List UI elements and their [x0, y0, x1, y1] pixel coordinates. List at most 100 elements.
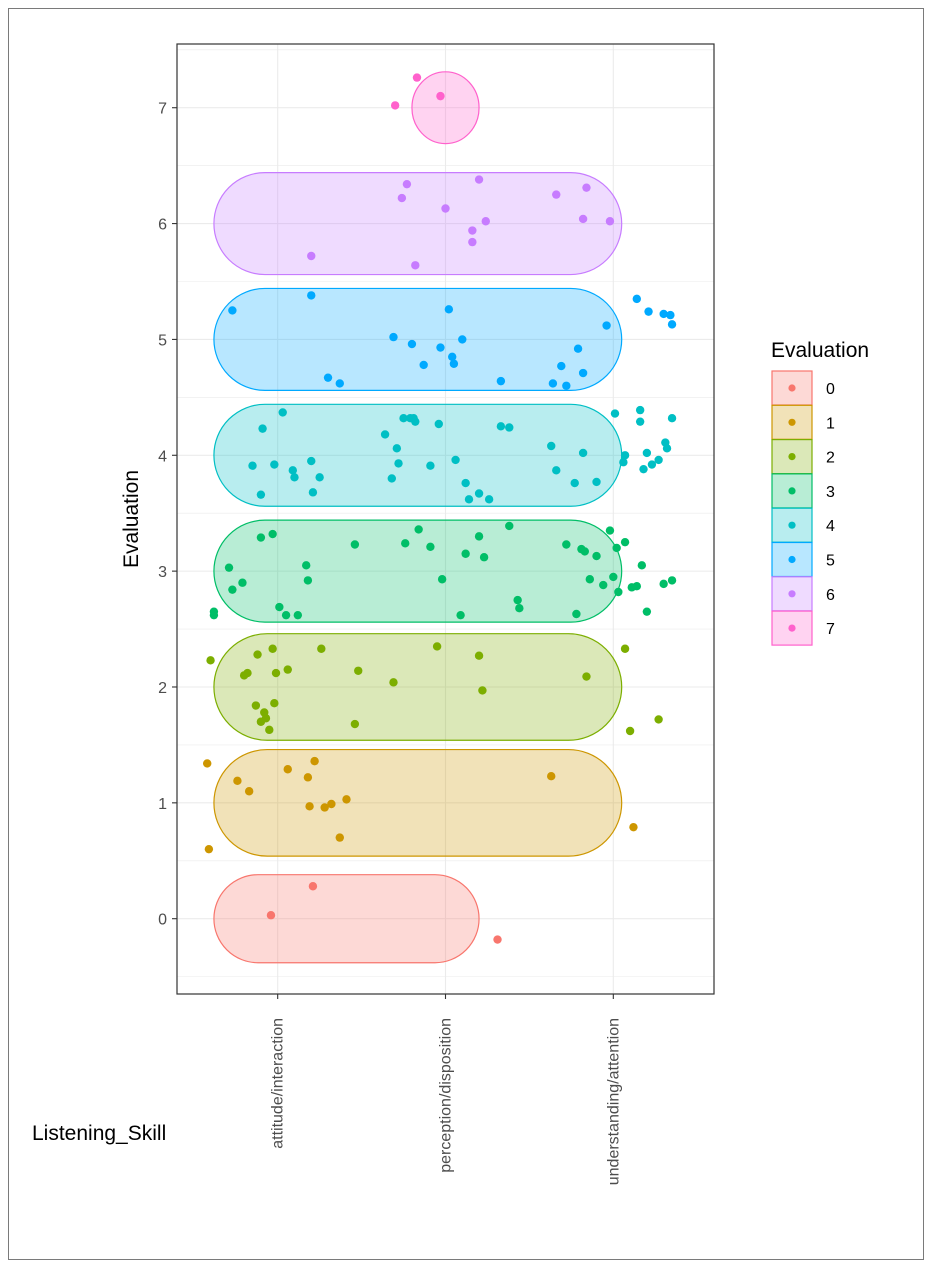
point-group-1 — [327, 799, 336, 809]
point-group-2 — [317, 644, 326, 653]
point-group-3 — [620, 537, 630, 547]
y-tick-label: 5 — [158, 332, 167, 349]
point-group-4 — [426, 461, 435, 470]
point-group-5 — [449, 359, 459, 368]
point-group-3 — [562, 540, 571, 549]
point-group-4 — [592, 477, 601, 487]
point-group-3 — [275, 602, 284, 612]
legend-key-point-2 — [788, 453, 796, 461]
point-group-4 — [464, 495, 474, 504]
legend-label-4: 4 — [826, 518, 835, 535]
point-group-3 — [592, 551, 601, 561]
point-group-5 — [458, 335, 467, 344]
point-group-3 — [474, 532, 484, 541]
ellipse-group-0 — [213, 874, 480, 964]
y-tick-label: 3 — [158, 564, 167, 581]
point-group-5 — [496, 376, 506, 386]
point-group-4 — [610, 409, 620, 418]
point-group-3 — [224, 563, 234, 572]
legend: 0 1 2 3 4 5 6 7 — [771, 370, 835, 646]
point-group-3 — [513, 595, 522, 605]
point-group-5 — [389, 332, 398, 342]
point-group-3 — [642, 607, 652, 616]
point-group-4 — [552, 466, 561, 475]
point-group-1 — [303, 773, 313, 782]
point-group-6 — [605, 217, 615, 226]
point-group-4 — [505, 423, 514, 432]
point-group-4 — [290, 473, 299, 482]
point-group-3 — [256, 533, 266, 542]
point-group-3 — [281, 610, 291, 620]
legend-label-1: 1 — [826, 415, 835, 432]
point-group-3 — [637, 561, 647, 570]
point-group-5 — [335, 379, 344, 388]
point-group-4 — [308, 488, 318, 497]
point-group-5 — [666, 310, 675, 320]
point-group-3 — [437, 575, 447, 584]
point-group-3 — [599, 580, 608, 590]
point-group-3 — [350, 540, 360, 549]
point-group-4 — [288, 466, 297, 475]
point-group-2 — [253, 650, 262, 659]
point-group-3 — [515, 604, 524, 613]
point-group-6 — [468, 226, 477, 235]
point-group-4 — [635, 405, 645, 415]
point-group-4 — [547, 441, 556, 451]
point-group-4 — [248, 461, 257, 470]
point-group-4 — [461, 478, 470, 488]
legend-label-6: 6 — [826, 587, 835, 604]
point-group-5 — [228, 306, 237, 315]
point-group-2 — [350, 719, 360, 729]
point-group-2 — [478, 686, 487, 695]
point-group-1 — [244, 787, 254, 796]
point-group-2 — [389, 678, 398, 687]
point-group-4 — [278, 408, 287, 417]
point-group-4 — [642, 448, 652, 458]
point-group-3 — [505, 521, 514, 531]
point-group-4 — [258, 424, 267, 433]
point-group-3 — [426, 542, 435, 552]
point-group-2 — [270, 699, 279, 708]
x-tick-label: attitude/interaction — [270, 1018, 287, 1149]
point-group-4 — [484, 495, 494, 504]
y-tick-label: 1 — [158, 796, 167, 813]
point-group-4 — [639, 464, 648, 474]
legend-title: Evaluation — [771, 339, 869, 362]
point-group-6 — [582, 183, 591, 192]
point-group-6 — [307, 251, 316, 261]
point-group-3 — [228, 585, 237, 594]
legend-key-point-6 — [788, 590, 796, 598]
point-group-2 — [474, 651, 484, 660]
y-axis-title: Evaluation — [120, 470, 143, 568]
point-group-3 — [605, 526, 615, 535]
point-group-1 — [233, 776, 242, 786]
point-group-6 — [402, 179, 412, 189]
point-group-3 — [614, 587, 623, 597]
point-group-2 — [432, 642, 442, 651]
axes: 0 1 2 3 4 5 6 7 attitude/interaction perception/d… — [158, 101, 622, 1186]
ellipse-group-1 — [213, 748, 623, 857]
point-group-3 — [572, 609, 581, 619]
point-group-7 — [390, 101, 400, 110]
point-group-0 — [493, 935, 502, 944]
point-group-3 — [667, 576, 677, 585]
ellipse-group-5 — [213, 287, 623, 392]
point-group-6 — [411, 261, 420, 270]
point-group-6 — [578, 214, 588, 224]
point-group-4 — [496, 422, 506, 431]
point-group-4 — [619, 458, 628, 467]
point-group-5 — [573, 344, 583, 353]
point-group-3 — [456, 610, 465, 620]
legend-key-point-5 — [788, 555, 796, 564]
point-group-3 — [401, 539, 410, 548]
point-group-4 — [307, 456, 316, 466]
y-tick-label: 7 — [158, 101, 167, 118]
point-group-3 — [414, 525, 423, 534]
point-group-2 — [582, 672, 591, 681]
point-group-1 — [629, 822, 638, 832]
point-group-4 — [578, 448, 588, 458]
point-group-7 — [436, 91, 445, 101]
point-group-5 — [419, 360, 428, 370]
point-group-5 — [562, 381, 571, 390]
